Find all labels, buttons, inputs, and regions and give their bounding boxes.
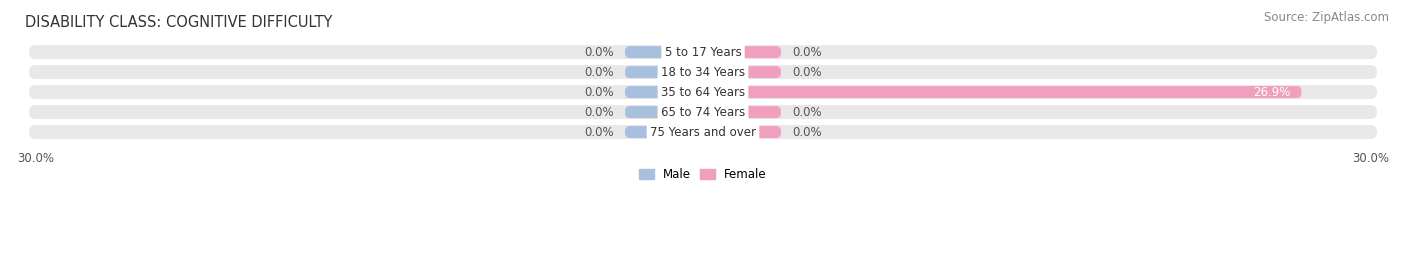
Text: 65 to 74 Years: 65 to 74 Years [661,105,745,119]
FancyBboxPatch shape [703,46,780,58]
Text: 0.0%: 0.0% [792,66,821,79]
Text: 0.0%: 0.0% [792,46,821,59]
Text: 0.0%: 0.0% [585,126,614,139]
FancyBboxPatch shape [626,126,703,138]
FancyBboxPatch shape [30,45,1376,59]
Legend: Male, Female: Male, Female [634,163,772,185]
Text: 75 Years and over: 75 Years and over [650,126,756,139]
Text: 5 to 17 Years: 5 to 17 Years [665,46,741,59]
Text: 0.0%: 0.0% [792,105,821,119]
FancyBboxPatch shape [703,106,780,118]
FancyBboxPatch shape [626,86,703,98]
Text: Source: ZipAtlas.com: Source: ZipAtlas.com [1264,11,1389,24]
FancyBboxPatch shape [30,125,1376,139]
FancyBboxPatch shape [626,106,703,118]
FancyBboxPatch shape [30,65,1376,79]
Text: 26.9%: 26.9% [1253,86,1291,98]
Text: 0.0%: 0.0% [585,105,614,119]
FancyBboxPatch shape [30,105,1376,119]
Text: 0.0%: 0.0% [585,86,614,98]
Text: 0.0%: 0.0% [792,126,821,139]
Text: 35 to 64 Years: 35 to 64 Years [661,86,745,98]
Text: 18 to 34 Years: 18 to 34 Years [661,66,745,79]
Text: 0.0%: 0.0% [585,66,614,79]
FancyBboxPatch shape [703,66,780,78]
FancyBboxPatch shape [30,85,1376,99]
FancyBboxPatch shape [703,126,780,138]
FancyBboxPatch shape [703,86,1302,98]
Text: 0.0%: 0.0% [585,46,614,59]
Text: DISABILITY CLASS: COGNITIVE DIFFICULTY: DISABILITY CLASS: COGNITIVE DIFFICULTY [24,15,332,30]
FancyBboxPatch shape [626,46,703,58]
FancyBboxPatch shape [626,66,703,78]
